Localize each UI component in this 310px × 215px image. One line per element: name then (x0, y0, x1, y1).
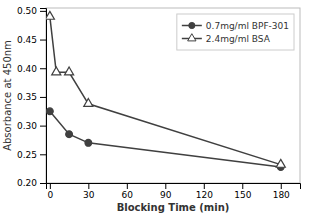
tick-mark (242, 183, 243, 189)
tick-mark (40, 183, 46, 184)
y-axis-title: Absorbance at 450nm (2, 40, 13, 151)
data-point (66, 131, 73, 138)
tick: 0.35 (17, 92, 46, 102)
axis-line (40, 9, 47, 184)
tick-label: 90 (160, 190, 172, 200)
tick-label: 0 (47, 190, 53, 200)
x-axis-title: Blocking Time (min) (117, 202, 230, 213)
x-axis: 0 30 60 90 120 150 180 (47, 183, 301, 200)
tick-mark (40, 154, 46, 155)
tick-label: 0.20 (17, 178, 37, 188)
legend-label: 2.4mg/ml BSA (206, 34, 271, 44)
data-point (46, 11, 54, 19)
axis-line (47, 184, 301, 190)
tick: 0 (47, 183, 53, 200)
data-point (46, 108, 53, 115)
tick-label: 120 (196, 190, 213, 200)
tick-mark (127, 183, 128, 189)
tick-label: 0.35 (17, 92, 37, 102)
tick-mark (281, 183, 282, 189)
marks (46, 11, 285, 170)
legend-marker (188, 34, 196, 41)
tick: 0.25 (17, 150, 46, 160)
data-point (276, 159, 285, 167)
series-line (50, 17, 281, 165)
tick-label: 150 (234, 190, 251, 200)
legend: 0.7mg/ml BPF-301 2.4mg/ml BSA (177, 14, 294, 50)
tick-label: 60 (122, 190, 134, 200)
tick: 90 (160, 183, 172, 200)
tick: 60 (122, 183, 134, 200)
tick-label: 0.45 (17, 35, 37, 45)
tick: 150 (234, 183, 251, 200)
tick: 0.30 (17, 121, 46, 131)
tick-mark (40, 11, 46, 12)
tick-mark (40, 40, 46, 41)
tick-mark (40, 68, 46, 69)
series-line (50, 111, 281, 167)
legend-label: 0.7mg/ml BPF-301 (206, 21, 289, 31)
tick: 0.40 (17, 64, 46, 74)
tick-mark (88, 183, 89, 189)
tick: 0.45 (17, 35, 46, 45)
data-point (84, 99, 93, 107)
tick-mark (165, 183, 166, 189)
tick-label: 0.50 (17, 6, 37, 16)
plot-area: 0 30 60 90 120 150 180 0.20 0.25 0.30 0.35 0.40 0.45… (17, 6, 301, 200)
data-point (85, 139, 92, 146)
tick: 120 (196, 183, 213, 200)
legend-box (177, 14, 294, 50)
tick: 0.20 (17, 178, 46, 188)
tick-label: 180 (273, 190, 290, 200)
tick-mark (50, 183, 51, 189)
tick-label: 30 (83, 190, 95, 200)
tick-mark (40, 97, 46, 98)
tick-mark (204, 183, 205, 189)
chart: 0 30 60 90 120 150 180 0.20 0.25 0.30 0.35 0.40 0.45… (0, 0, 310, 215)
tick: 30 (83, 183, 95, 200)
legend-marker (189, 22, 195, 28)
data-point (52, 67, 61, 75)
tick: 180 (273, 183, 290, 200)
tick-label: 0.30 (17, 121, 37, 131)
plot-frame (46, 8, 300, 183)
data-point (65, 67, 74, 75)
tick-label: 0.25 (17, 150, 37, 160)
tick: 0.50 (17, 6, 46, 16)
tick-label: 0.40 (17, 64, 37, 74)
y-axis: 0.20 0.25 0.30 0.35 0.40 0.45 0.50 (17, 6, 47, 188)
tick-mark (40, 126, 46, 127)
